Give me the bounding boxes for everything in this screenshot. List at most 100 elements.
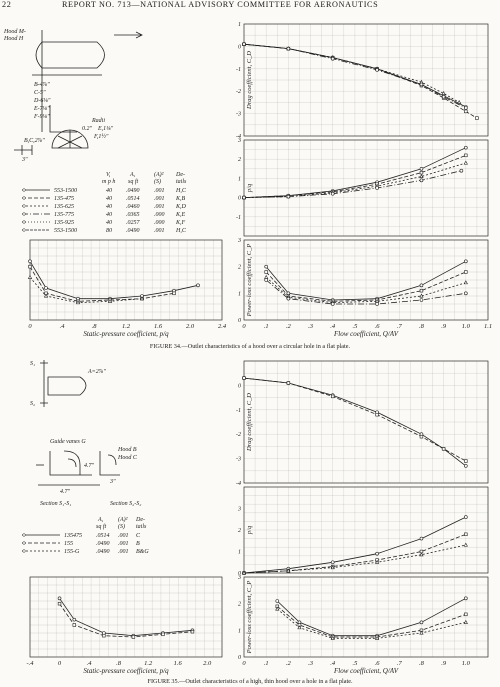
legend-a: .0365 [126,212,140,218]
hood-b-label: Hood B [117,447,137,453]
y-axis-label: Power-loss coefficient, C_P [246,581,253,655]
legend-label: 135-475 [54,195,74,202]
y-tick-label: -1 [236,215,241,221]
legend-v: 40 [106,219,112,226]
fig34-caption: FIGURE 34.—Outlet characteristics of a h… [149,343,351,350]
data-point [264,264,268,269]
data-point [464,270,468,274]
x-tick-label: 2.0 [203,660,212,667]
x-tick-label: 1.0 [462,323,471,330]
plot-frame [29,239,223,321]
data-point [242,195,246,200]
y-tick-label: 0 [238,571,241,575]
legend35-h2-as: (S) [118,523,125,530]
data-point [286,568,291,573]
fig35-caption: FIGURE 35.—Outlet characteristics of a h… [147,678,353,685]
x-tick-label: 1.1 [484,323,492,330]
legend-a: .0490 [96,548,110,555]
data-point [419,536,424,541]
data-point [419,620,424,625]
y-tick-label: 0 [238,196,241,202]
data-point [161,632,165,637]
series-line [243,155,466,198]
data-point [330,302,335,306]
data-point [441,447,446,451]
legend-d: B&G [136,549,149,555]
legend-h2-as: (S) [154,178,161,185]
data-point [275,599,280,603]
x-tick-label: .4 [330,660,336,667]
running-title: REPORT NO. 713—NATIONAL ADVISORY COMMITT… [62,0,379,9]
plot-frame [29,576,223,658]
legend-as: .001 [154,228,165,234]
x-tick-label: .8 [419,660,425,667]
x-tick-label: .6 [375,323,381,330]
data-point [464,153,468,158]
fig34-powerloss-chart: 3 2 1 0 0 .1 .2 .3 .4 .5 .6 .7 .8 .9 1.0 1.1 Flow coeffi… [230,238,495,338]
data-point [441,95,446,99]
data-point [463,619,468,624]
y-axis-label: Drag coefficient, C_D [246,51,253,110]
y-tick-label: 3 [237,138,241,144]
data-point [196,283,200,288]
y-tick-label: 0 [238,655,241,661]
legend-marker [22,204,26,208]
data-point [330,635,335,640]
x-tick-label: 1.2 [144,660,153,667]
legend-label: 135475 [64,532,82,539]
grid [243,576,489,658]
legend-as: .001 [154,188,165,194]
series-line [265,279,466,305]
legend35-h-a: A, [97,517,104,523]
x-tick-label: .2 [286,660,292,667]
fig35-static-chart: -.4 0 .4 .8 1.2 1.6 2.0 Static-pressure coeffic… [26,575,226,675]
hood-label-m: Hood M- [3,29,26,35]
plot-frame [243,23,489,137]
x-tick-label: .3 [308,660,314,667]
dim-e: E-7⅛" [33,106,50,112]
fig35-hood-sketch: S₁ S₂ A=2⅞" Guide vanes G Hood B Hood C … [20,355,235,515]
plot-frame [243,360,489,484]
plot-frame [243,239,489,321]
legend-a: .0514 [96,532,110,539]
data-point [102,633,106,638]
plot-frame [243,486,489,574]
dim-47-a: 4.7" [84,462,95,469]
page-number: 22 [2,0,12,9]
plot-frame [243,576,489,658]
data-point [463,542,468,547]
y-tick-label: 2 [238,265,241,271]
x-tick-label: 0 [28,323,32,330]
hood-c-label: Hood C [117,455,138,461]
legend35-h-d: De- [135,517,145,523]
legend-a: .0460 [126,203,140,210]
legend-marker [22,220,26,224]
series-line [243,516,466,574]
x-axis-label: Static-pressure coefficient, p/q [83,330,169,338]
data-point [375,412,379,417]
data-point [375,186,379,190]
legend-d: K,D [175,204,187,210]
x-tick-label: 0 [58,660,62,667]
y-tick-label: -4 [236,133,241,138]
data-point [286,296,291,301]
x-tick-label: 1.2 [122,323,131,330]
series-line [29,266,175,302]
section-s2: Section S₂-S₂ [110,501,141,507]
x-tick-label: .1 [264,660,269,667]
legend-v: 40 [106,211,112,218]
data-point [242,376,246,380]
data-point [419,298,424,302]
legend-h-v: V, [106,172,111,178]
legend-v: 80 [106,228,112,234]
y-tick-label: 3 [237,238,241,244]
x-tick-label: .4 [330,323,336,330]
legend-h2-a: sq ft [128,178,139,185]
legend-h-d: De- [175,172,185,178]
data-point [172,291,176,296]
y-tick-label: -2 [236,89,241,95]
x-tick-label: .3 [308,323,314,330]
x-tick-label: .7 [397,660,403,667]
legend-as: .001 [118,533,129,539]
data-point [275,606,280,611]
